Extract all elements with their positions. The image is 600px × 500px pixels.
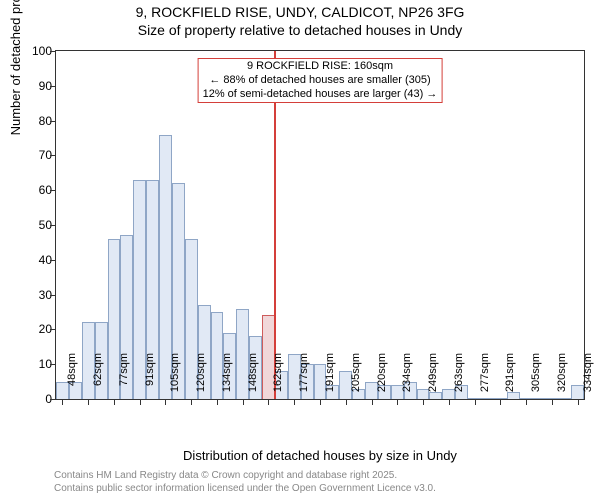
y-axis-label: Number of detached properties — [8, 0, 23, 135]
y-tick-mark — [50, 295, 55, 296]
x-tick-mark — [191, 400, 192, 405]
x-tick-label: 320sqm — [556, 353, 568, 403]
x-tick-mark — [346, 400, 347, 405]
x-tick-label: 220sqm — [376, 353, 388, 403]
x-tick-label: 148sqm — [247, 353, 259, 403]
y-tick-mark — [50, 155, 55, 156]
y-tick-mark — [50, 86, 55, 87]
x-tick-mark — [243, 400, 244, 405]
credits-line1: Contains HM Land Registry data © Crown c… — [54, 470, 397, 481]
x-tick-label: 334sqm — [582, 353, 594, 403]
x-tick-label: 162sqm — [272, 353, 284, 403]
x-tick-label: 205sqm — [350, 353, 362, 403]
x-axis-label: Distribution of detached houses by size … — [20, 448, 600, 463]
annotation-box: 9 ROCKFIELD RISE: 160sqm ← 88% of detach… — [198, 58, 443, 103]
chart-plot-area: 9 ROCKFIELD RISE: 160sqm ← 88% of detach… — [55, 50, 585, 400]
y-tick-mark — [50, 51, 55, 52]
x-tick-label: 120sqm — [195, 353, 207, 403]
x-tick-mark — [62, 400, 63, 405]
annotation-line3: 12% of semi-detached houses are larger (… — [203, 88, 438, 102]
x-tick-label: 191sqm — [324, 353, 336, 403]
x-tick-label: 105sqm — [169, 353, 181, 403]
x-tick-mark — [397, 400, 398, 405]
annotation-line2: ← 88% of detached houses are smaller (30… — [203, 74, 438, 88]
y-tick-mark — [50, 121, 55, 122]
x-tick-label: 277sqm — [479, 353, 491, 403]
y-tick-mark — [50, 190, 55, 191]
x-tick-mark — [165, 400, 166, 405]
x-tick-mark — [475, 400, 476, 405]
x-tick-label: 263sqm — [453, 353, 465, 403]
y-tick-mark — [50, 329, 55, 330]
title-subtitle: Size of property relative to detached ho… — [0, 22, 600, 38]
title-address: 9, ROCKFIELD RISE, UNDY, CALDICOT, NP26 … — [0, 4, 600, 20]
y-tick-mark — [50, 364, 55, 365]
x-tick-mark — [268, 400, 269, 405]
x-tick-mark — [88, 400, 89, 405]
x-tick-mark — [114, 400, 115, 405]
x-tick-mark — [526, 400, 527, 405]
x-tick-mark — [217, 400, 218, 405]
x-tick-mark — [423, 400, 424, 405]
y-tick-mark — [50, 260, 55, 261]
x-tick-mark — [294, 400, 295, 405]
x-tick-mark — [500, 400, 501, 405]
x-tick-label: 249sqm — [427, 353, 439, 403]
x-tick-label: 305sqm — [530, 353, 542, 403]
x-tick-label: 48sqm — [66, 353, 78, 403]
x-tick-label: 134sqm — [221, 353, 233, 403]
x-tick-label: 291sqm — [504, 353, 516, 403]
x-tick-mark — [372, 400, 373, 405]
x-tick-label: 77sqm — [118, 353, 130, 403]
y-tick-mark — [50, 399, 55, 400]
x-tick-label: 234sqm — [401, 353, 413, 403]
y-tick-mark — [50, 225, 55, 226]
x-tick-label: 62sqm — [92, 353, 104, 403]
x-tick-mark — [578, 400, 579, 405]
x-tick-mark — [449, 400, 450, 405]
annotation-line1: 9 ROCKFIELD RISE: 160sqm — [203, 60, 438, 74]
credits-line2: Contains public sector information licen… — [54, 483, 436, 494]
y-tick-label: 100 — [32, 44, 52, 58]
x-tick-mark — [552, 400, 553, 405]
x-tick-mark — [140, 400, 141, 405]
x-tick-label: 91sqm — [144, 353, 156, 403]
x-tick-label: 177sqm — [298, 353, 310, 403]
x-tick-mark — [320, 400, 321, 405]
